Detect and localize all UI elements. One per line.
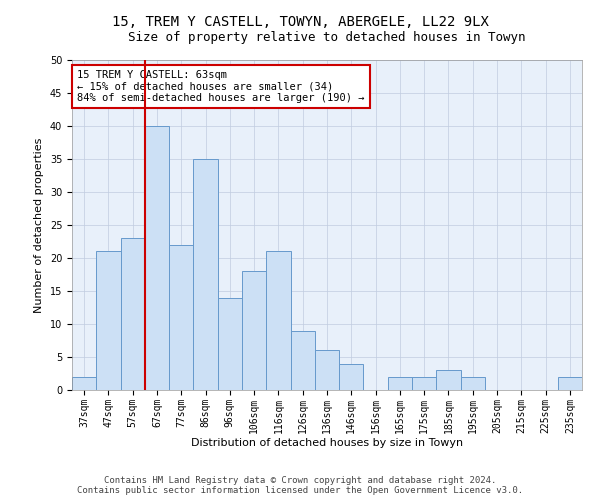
Bar xyxy=(412,377,436,390)
Bar xyxy=(388,377,412,390)
Title: Size of property relative to detached houses in Towyn: Size of property relative to detached ho… xyxy=(128,30,526,44)
Bar xyxy=(266,252,290,390)
Bar xyxy=(436,370,461,390)
Text: 15, TREM Y CASTELL, TOWYN, ABERGELE, LL22 9LX: 15, TREM Y CASTELL, TOWYN, ABERGELE, LL2… xyxy=(112,15,488,29)
Text: 15 TREM Y CASTELL: 63sqm
← 15% of detached houses are smaller (34)
84% of semi-d: 15 TREM Y CASTELL: 63sqm ← 15% of detach… xyxy=(77,70,365,103)
Bar xyxy=(315,350,339,390)
Bar xyxy=(96,252,121,390)
Bar xyxy=(339,364,364,390)
Bar xyxy=(558,377,582,390)
Bar xyxy=(169,245,193,390)
Bar xyxy=(461,377,485,390)
Bar xyxy=(242,271,266,390)
Y-axis label: Number of detached properties: Number of detached properties xyxy=(34,138,44,312)
Text: Contains HM Land Registry data © Crown copyright and database right 2024.
Contai: Contains HM Land Registry data © Crown c… xyxy=(77,476,523,495)
Bar xyxy=(218,298,242,390)
Bar xyxy=(193,159,218,390)
Bar xyxy=(290,330,315,390)
Bar xyxy=(121,238,145,390)
X-axis label: Distribution of detached houses by size in Towyn: Distribution of detached houses by size … xyxy=(191,438,463,448)
Bar xyxy=(145,126,169,390)
Bar xyxy=(72,377,96,390)
